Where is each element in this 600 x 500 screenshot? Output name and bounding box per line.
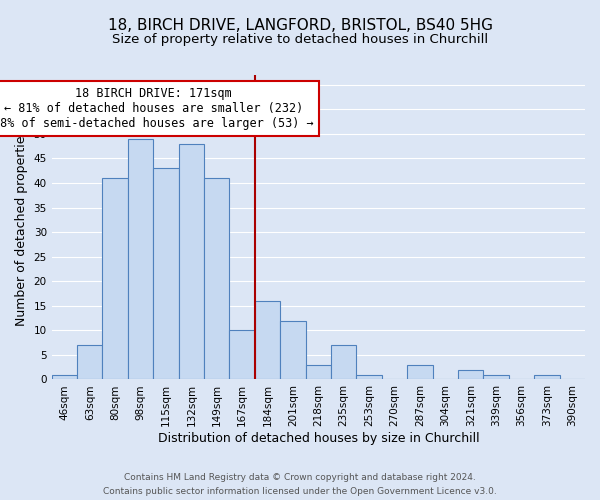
Bar [204, 178, 229, 380]
Y-axis label: Number of detached properties: Number of detached properties [15, 128, 28, 326]
Bar [305, 364, 331, 380]
Bar [52, 374, 77, 380]
Bar [484, 374, 509, 380]
Bar [77, 345, 103, 380]
Bar [356, 374, 382, 380]
Bar [128, 139, 153, 380]
Text: Contains HM Land Registry data © Crown copyright and database right 2024.: Contains HM Land Registry data © Crown c… [124, 473, 476, 482]
Bar [407, 364, 433, 380]
Text: Size of property relative to detached houses in Churchill: Size of property relative to detached ho… [112, 32, 488, 46]
Bar [179, 144, 204, 380]
Bar [534, 374, 560, 380]
Bar [458, 370, 484, 380]
Bar [103, 178, 128, 380]
X-axis label: Distribution of detached houses by size in Churchill: Distribution of detached houses by size … [158, 432, 479, 445]
Bar [153, 168, 179, 380]
Bar [255, 301, 280, 380]
Bar [280, 320, 305, 380]
Text: Contains public sector information licensed under the Open Government Licence v3: Contains public sector information licen… [103, 486, 497, 496]
Bar [229, 330, 255, 380]
Text: 18, BIRCH DRIVE, LANGFORD, BRISTOL, BS40 5HG: 18, BIRCH DRIVE, LANGFORD, BRISTOL, BS40… [107, 18, 493, 32]
Bar [331, 345, 356, 380]
Text: 18 BIRCH DRIVE: 171sqm
← 81% of detached houses are smaller (232)
18% of semi-de: 18 BIRCH DRIVE: 171sqm ← 81% of detached… [0, 88, 314, 130]
